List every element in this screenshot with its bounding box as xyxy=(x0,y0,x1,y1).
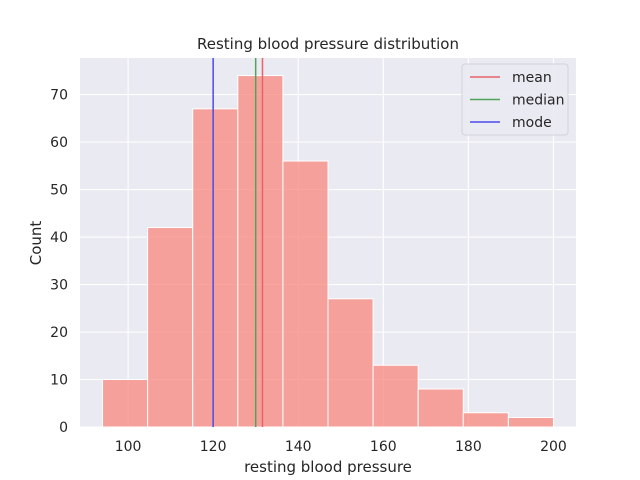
chart-title: Resting blood pressure distribution xyxy=(197,35,459,53)
y-tick-labels: 0 10 20 30 40 50 60 70 xyxy=(50,88,68,436)
histogram-bar xyxy=(417,388,464,428)
y-tick-label: 30 xyxy=(50,278,68,294)
histogram-bar xyxy=(507,417,554,428)
y-tick-label: 70 xyxy=(50,88,68,104)
histogram-bar xyxy=(327,298,374,428)
histogram-bar xyxy=(282,160,329,428)
x-tick-label: 200 xyxy=(540,439,567,455)
y-tick-label: 50 xyxy=(50,183,68,199)
x-tick-label: 180 xyxy=(455,439,482,455)
y-tick-label: 60 xyxy=(50,135,68,151)
histogram-bar xyxy=(147,227,194,428)
statistic-lines xyxy=(212,58,264,427)
histogram-bar xyxy=(192,108,239,428)
histogram-bar xyxy=(372,364,419,428)
legend-label-mode: mode xyxy=(512,115,552,131)
legend-label-median: median xyxy=(512,93,564,109)
x-tick-label: 100 xyxy=(115,439,142,455)
histogram-bar xyxy=(102,379,149,428)
y-tick-label: 10 xyxy=(50,373,68,389)
y-tick-label: 20 xyxy=(50,325,68,341)
x-axis-label: resting blood pressure xyxy=(244,458,412,476)
y-tick-label: 40 xyxy=(50,230,68,246)
x-tick-labels: 100 120 140 160 180 200 xyxy=(115,439,567,455)
x-tick-label: 140 xyxy=(285,439,312,455)
histogram-bar xyxy=(237,75,284,428)
legend-label-mean: mean xyxy=(512,70,552,86)
y-axis-label: Count xyxy=(27,221,45,266)
y-tick-label: 0 xyxy=(59,420,68,436)
histogram-bars xyxy=(102,75,554,428)
x-tick-label: 160 xyxy=(370,439,397,455)
legend: mean median mode xyxy=(461,63,569,136)
legend-box xyxy=(461,63,569,136)
x-tick-label: 120 xyxy=(200,439,227,455)
histogram-bar xyxy=(462,412,509,428)
